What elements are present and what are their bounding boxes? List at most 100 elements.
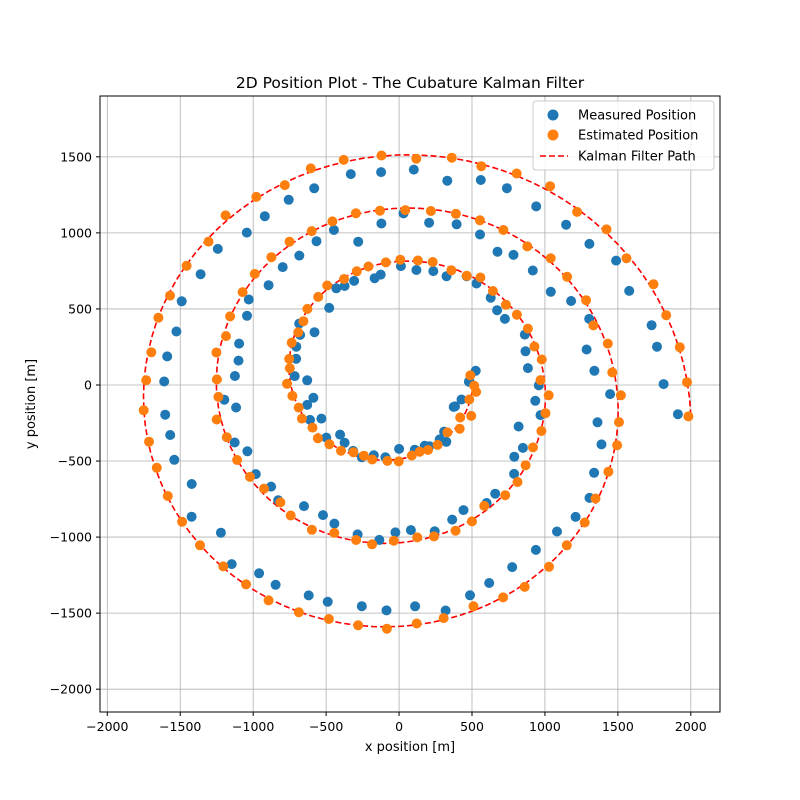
y-tick-label: 1500 [60,149,92,164]
estimated-point [220,210,231,221]
estimated-point [381,623,392,634]
estimated-point [338,154,349,165]
estimated-point [572,206,583,217]
y-axis-label: y position [m] [24,359,39,449]
measured-point [215,527,226,538]
measured-point [405,525,416,536]
estimated-point [144,436,154,447]
estimated-point [615,390,626,401]
estimated-point [284,363,295,374]
measured-point [513,421,524,432]
measured-point [162,351,173,362]
estimated-point [446,265,457,276]
estimated-point [324,439,335,450]
estimated-point [203,236,214,247]
measured-point [592,417,603,428]
measured-point [356,601,367,612]
estimated-point [367,539,378,550]
measured-point [589,365,600,376]
measured-point [570,511,581,522]
measured-point [509,451,520,462]
estimated-point [614,417,624,428]
measured-point [410,601,421,612]
measured-point [316,413,327,424]
x-tick-label: 500 [460,719,484,734]
measured-point [584,238,595,249]
x-tick-label: 1500 [602,719,634,734]
x-tick-label: 0 [395,719,403,734]
estimated-point [211,347,222,358]
estimated-point [348,447,359,458]
estimated-point [543,390,554,401]
measured-point [501,183,512,194]
measured-point [291,353,302,364]
measured-point [259,211,270,222]
estimated-point [511,309,522,320]
measured-point [545,286,556,297]
estimated-point [279,180,290,191]
estimated-point [602,338,613,349]
measured-point [331,283,342,294]
estimated-point [498,225,509,235]
measured-point [324,302,335,313]
x-tick-label: −1000 [232,719,274,734]
estimated-point [282,378,292,389]
estimated-point [141,375,152,386]
estimated-point [528,442,538,453]
measured-point [195,269,206,280]
measured-point [381,605,392,616]
estimated-point [412,255,423,266]
estimated-point [612,440,623,451]
measured-point [390,527,401,538]
measured-point [652,341,662,352]
measured-point [589,467,600,478]
chart-title: 2D Position Plot - The Cubature Kalman F… [236,74,585,92]
measured-point [596,439,607,450]
measured-point [309,183,320,194]
measured-point [186,479,197,489]
estimated-point [476,161,487,172]
measured-point [294,250,305,261]
measured-point [465,590,475,601]
measured-point [242,310,252,321]
estimated-point [479,500,490,511]
estimated-point [218,561,229,572]
estimated-point [498,592,509,603]
estimated-point [682,377,692,388]
measured-point [349,275,360,286]
measured-point [531,201,542,212]
measured-point [374,534,385,545]
estimated-point [162,491,173,501]
estimated-point [249,268,260,279]
legend-marker-estimated [547,129,559,141]
measured-point [339,437,350,448]
measured-point [522,363,533,374]
measured-point [520,346,531,357]
measured-point [305,414,315,425]
estimated-point [293,607,304,618]
measured-point [442,175,453,186]
estimated-point [474,215,485,226]
measured-point [492,246,503,257]
measured-point [328,225,339,235]
estimated-point [603,466,614,477]
estimated-point [674,342,685,353]
estimated-point [487,286,498,296]
estimated-point [461,270,472,281]
measured-point [309,327,320,338]
estimated-point [562,271,573,282]
measured-point [475,229,485,240]
measured-point [270,579,281,590]
estimated-point [327,216,338,227]
x-axis-label: x position [m] [365,740,455,755]
x-tick-label: −500 [309,719,343,734]
estimated-point [241,579,252,590]
estimated-point [412,532,423,543]
measured-point [428,266,439,277]
measured-point [566,296,577,306]
measured-point [308,392,319,403]
estimated-point [306,524,317,535]
estimated-point [425,206,436,216]
estimated-point [464,394,475,405]
measured-point [450,401,460,412]
